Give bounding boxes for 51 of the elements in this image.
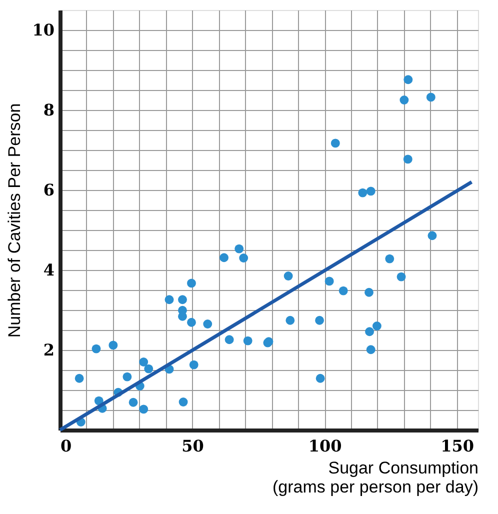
point (366, 186, 376, 196)
point (365, 327, 374, 336)
point (366, 345, 376, 354)
point (74, 374, 84, 383)
point (239, 254, 248, 262)
point (187, 278, 196, 288)
x-tick-label: 150 (440, 436, 474, 456)
point (330, 138, 340, 148)
x-tick-label: 50 (182, 436, 204, 456)
point (315, 316, 324, 325)
point (224, 335, 234, 344)
point (178, 398, 188, 406)
point (372, 322, 382, 330)
point (428, 231, 437, 240)
point (139, 358, 148, 366)
point (404, 75, 413, 84)
point (396, 272, 406, 282)
point (128, 398, 138, 407)
x-tick-label: 100 (308, 436, 342, 456)
y-tick-label: 4 (43, 260, 54, 280)
point (286, 316, 295, 325)
y-tick-label: 6 (43, 180, 54, 200)
point (234, 244, 244, 254)
y-tick-label: 8 (43, 100, 54, 120)
point (220, 253, 228, 262)
point (178, 295, 187, 304)
point (187, 318, 196, 327)
point (243, 336, 252, 346)
point (203, 320, 212, 328)
point (144, 364, 154, 374)
point (139, 404, 148, 414)
x-axis-title: Sugar Consumption (grams per person per day) (272, 458, 478, 496)
point (122, 372, 132, 382)
point (426, 92, 436, 102)
point (92, 344, 101, 354)
point (189, 360, 198, 370)
y-axis-title: Number of Cavities Per Person (5, 103, 24, 338)
x-tick-label: 0 (60, 436, 72, 456)
y-tick-label: 2 (43, 340, 54, 360)
point (164, 295, 174, 304)
point (400, 96, 409, 104)
point (324, 276, 334, 286)
point (385, 254, 394, 264)
point (403, 154, 412, 164)
point (364, 288, 374, 297)
point (358, 188, 368, 198)
y-tick-label: 10 (32, 20, 54, 40)
point (284, 272, 293, 280)
point (316, 374, 325, 383)
point (108, 340, 118, 350)
point (338, 286, 348, 296)
